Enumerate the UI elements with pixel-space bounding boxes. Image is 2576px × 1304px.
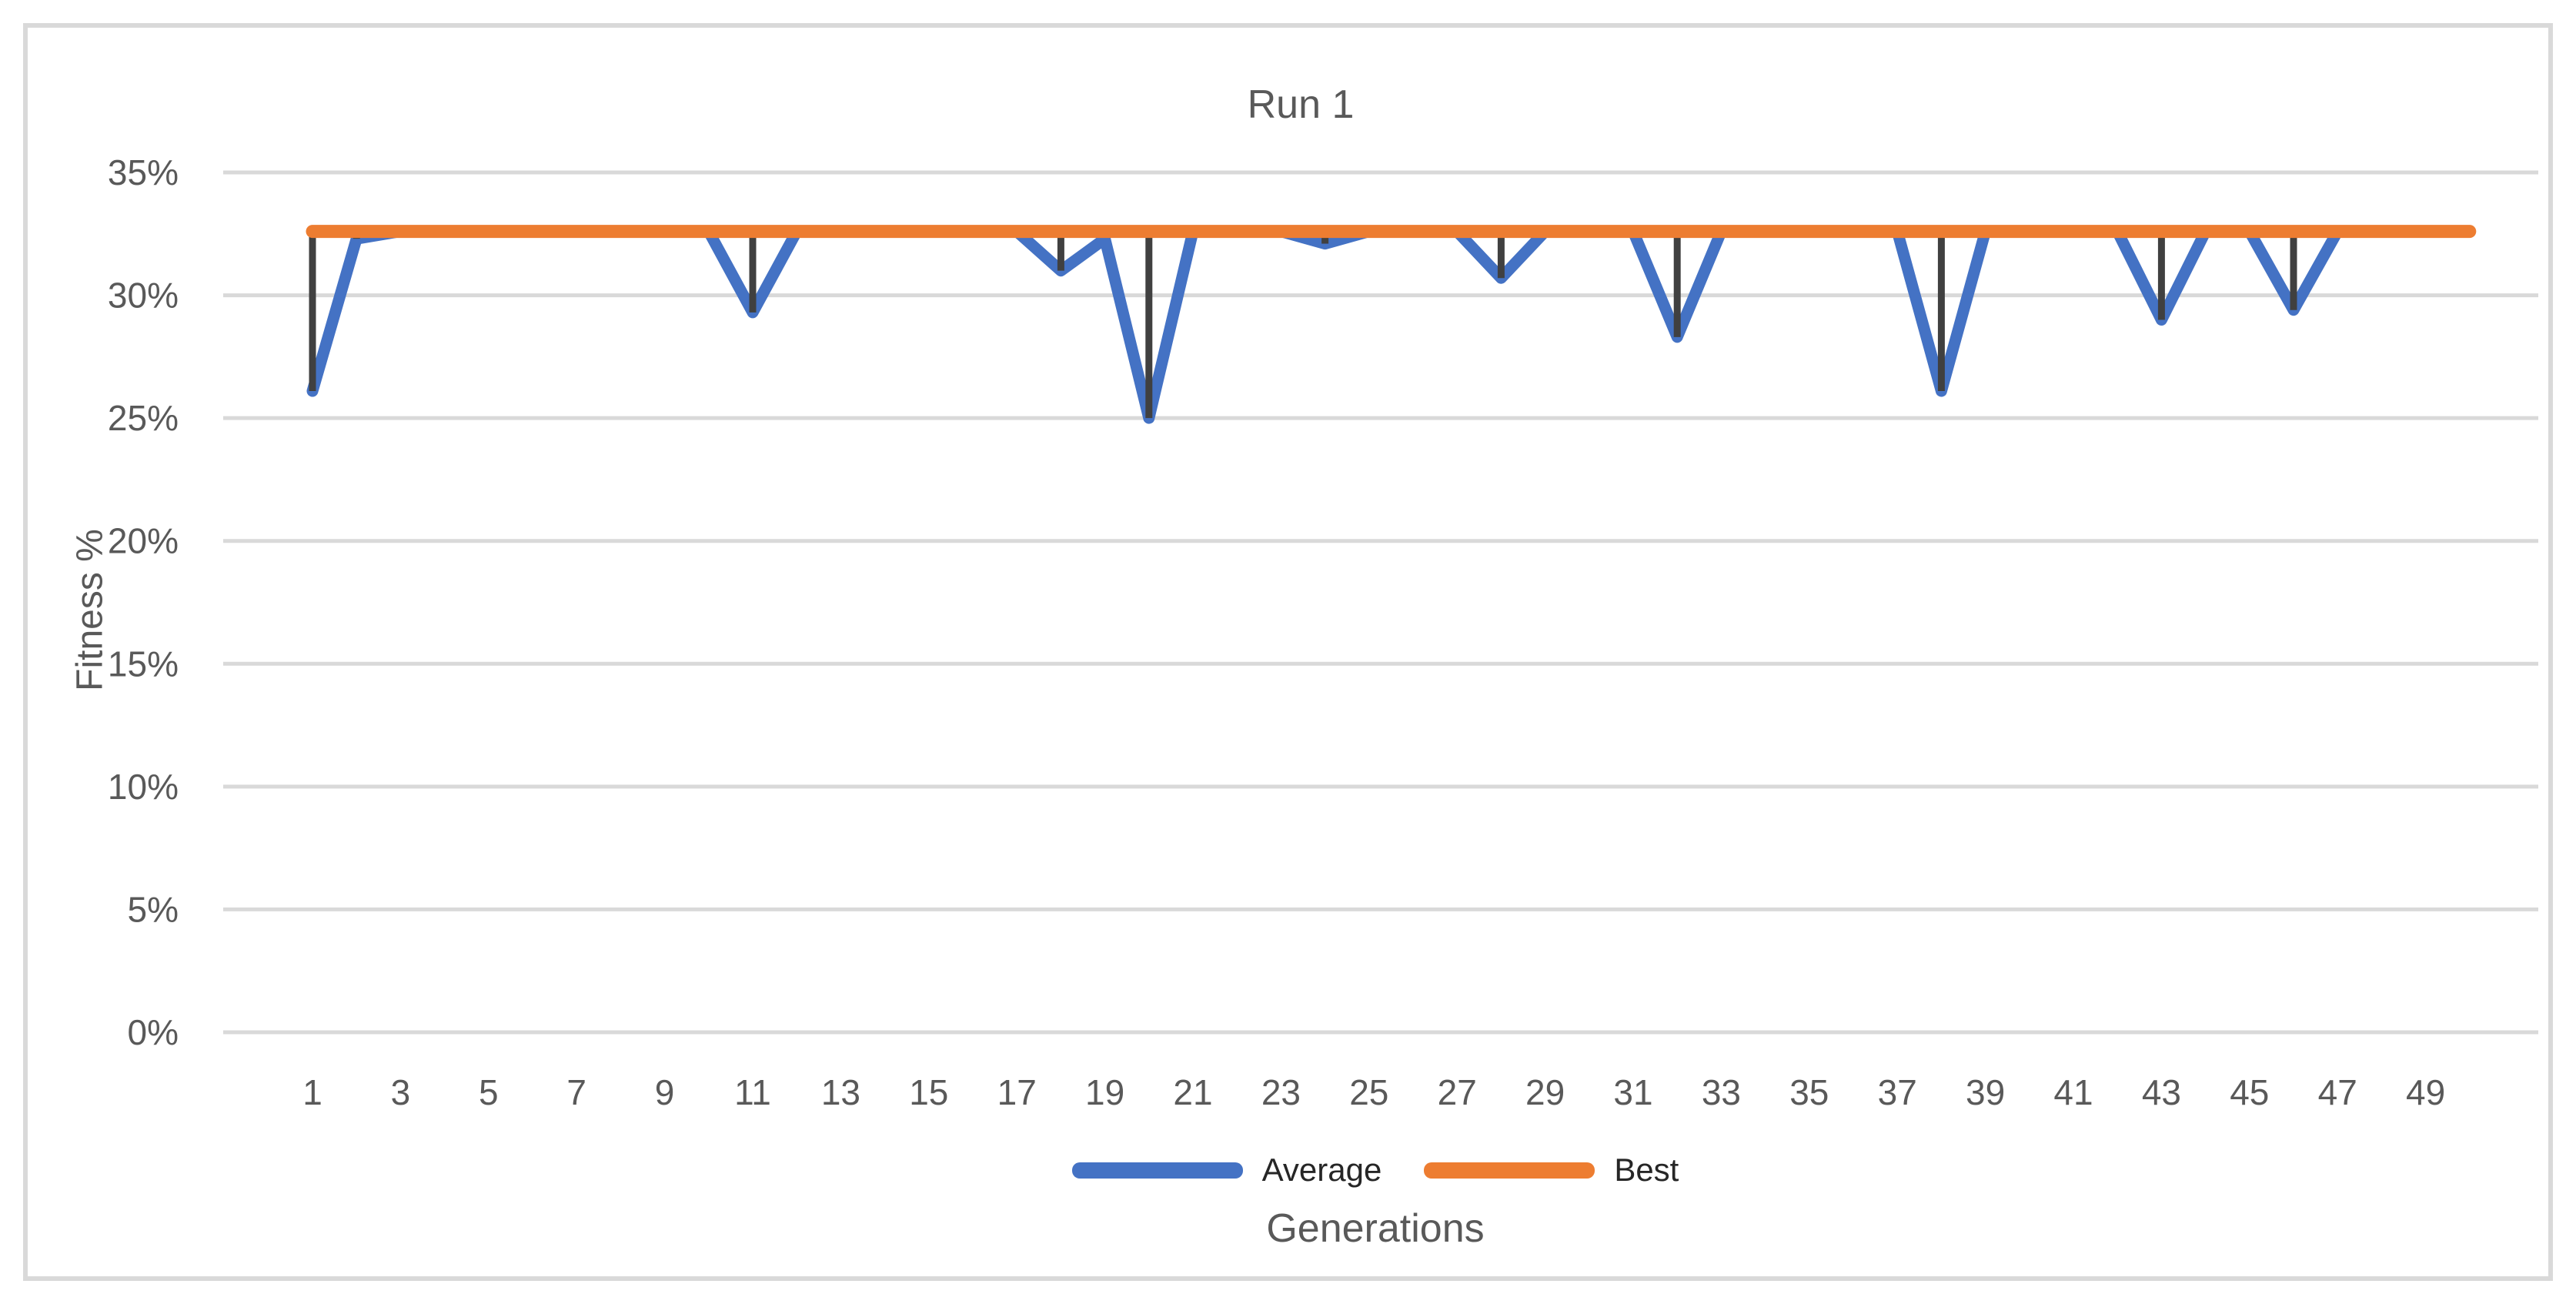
legend-label-average: Average (1261, 1152, 1382, 1188)
x-tick-label: 17 (997, 1072, 1037, 1112)
best-line-key-icon (1424, 1162, 1595, 1179)
x-tick-label: 29 (1525, 1072, 1565, 1112)
x-tick-label: 37 (1878, 1072, 1917, 1112)
y-tick-label: 35% (108, 152, 179, 192)
x-tick-label: 25 (1349, 1072, 1388, 1112)
y-tick-label: 15% (108, 644, 179, 684)
x-tick-label: 5 (479, 1072, 499, 1112)
x-tick-label: 3 (391, 1072, 411, 1112)
x-tick-label: 31 (1613, 1072, 1652, 1112)
x-tick-label: 23 (1261, 1072, 1301, 1112)
x-tick-label: 43 (2142, 1072, 2181, 1112)
y-tick-label: 0% (128, 1012, 179, 1052)
x-tick-label: 47 (2318, 1072, 2357, 1112)
y-tick-label: 30% (108, 276, 179, 316)
x-tick-label: 11 (734, 1072, 771, 1112)
x-tick-label: 21 (1173, 1072, 1212, 1112)
x-axis-title: Generations (1266, 1206, 1485, 1251)
x-tick-label: 1 (302, 1072, 322, 1112)
x-tick-label: 49 (2406, 1072, 2445, 1112)
x-tick-label: 15 (909, 1072, 948, 1112)
chart-footer: Average Best Generations (252, 1152, 2499, 1252)
y-tick-label: 10% (108, 767, 179, 807)
y-tick-label: 20% (108, 521, 179, 561)
x-tick-label: 9 (655, 1072, 675, 1112)
chart-title: Run 1 (1247, 82, 1355, 127)
legend: Average Best (1071, 1152, 1679, 1189)
legend-label-best: Best (1614, 1152, 1679, 1188)
x-tick-label: 27 (1438, 1072, 1477, 1112)
x-tick-label: 33 (1702, 1072, 1741, 1112)
y-tick-label: 25% (108, 398, 179, 438)
x-tick-label: 41 (2053, 1072, 2093, 1112)
x-tick-label: 13 (821, 1072, 860, 1112)
legend-item-average[interactable]: Average (1071, 1152, 1382, 1189)
y-tick-label: 5% (128, 889, 179, 929)
x-tick-label: 19 (1085, 1072, 1124, 1112)
x-tick-label: 39 (1966, 1072, 2005, 1112)
average-line (306, 226, 2476, 424)
x-tick-label: 35 (1789, 1072, 1829, 1112)
legend-item-best[interactable]: Best (1424, 1152, 1679, 1189)
x-tick-label: 45 (2230, 1072, 2269, 1112)
average-line-key-icon (1071, 1162, 1243, 1179)
x-tick-label: 7 (566, 1072, 586, 1112)
